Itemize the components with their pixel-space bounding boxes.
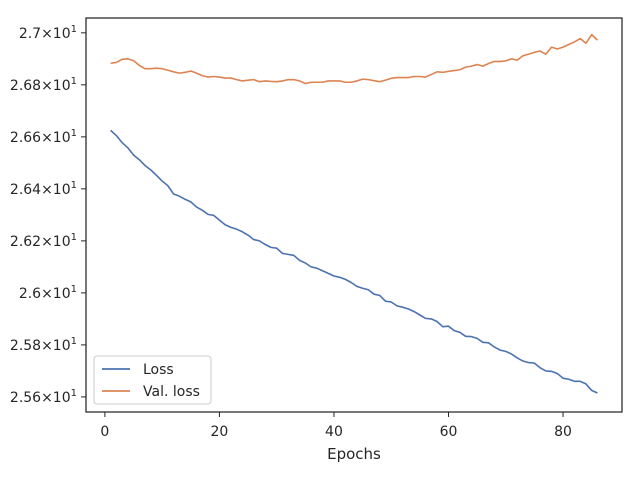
- x-axis: 0 20 40 60 80: [100, 412, 572, 440]
- y-tick-label: 2.66×101: [10, 128, 77, 146]
- x-tick-label: 40: [325, 424, 343, 440]
- x-tick-label: 80: [554, 424, 572, 440]
- y-tick-label: 2.7×101: [19, 24, 77, 42]
- y-tick-label: 2.64×101: [10, 180, 77, 198]
- legend-label-loss: Loss: [143, 362, 174, 378]
- legend: Loss Val. loss: [93, 355, 212, 405]
- y-tick-label: 2.6×101: [19, 284, 77, 302]
- y-axis: 2.56×101 2.58×101 2.6×101 2.62×101 2.64×101 2…: [10, 24, 86, 406]
- y-tick-label: 2.58×101: [10, 336, 77, 354]
- y-tick-label: 2.68×101: [10, 76, 77, 94]
- x-axis-title: Epochs: [327, 445, 381, 463]
- x-tick-label: 60: [440, 424, 458, 440]
- series-line-val-loss: [110, 33, 598, 85]
- series-lines: [110, 33, 598, 394]
- plot-frame: [85, 17, 623, 413]
- y-tick-label: 2.62×101: [10, 232, 77, 250]
- x-tick-label: 20: [211, 424, 229, 440]
- series-line-loss: [110, 129, 598, 394]
- x-tick-label: 0: [100, 424, 109, 440]
- legend-box: [93, 355, 212, 405]
- legend-label-val-loss: Val. loss: [143, 384, 200, 400]
- y-tick-label: 2.56×101: [10, 388, 77, 406]
